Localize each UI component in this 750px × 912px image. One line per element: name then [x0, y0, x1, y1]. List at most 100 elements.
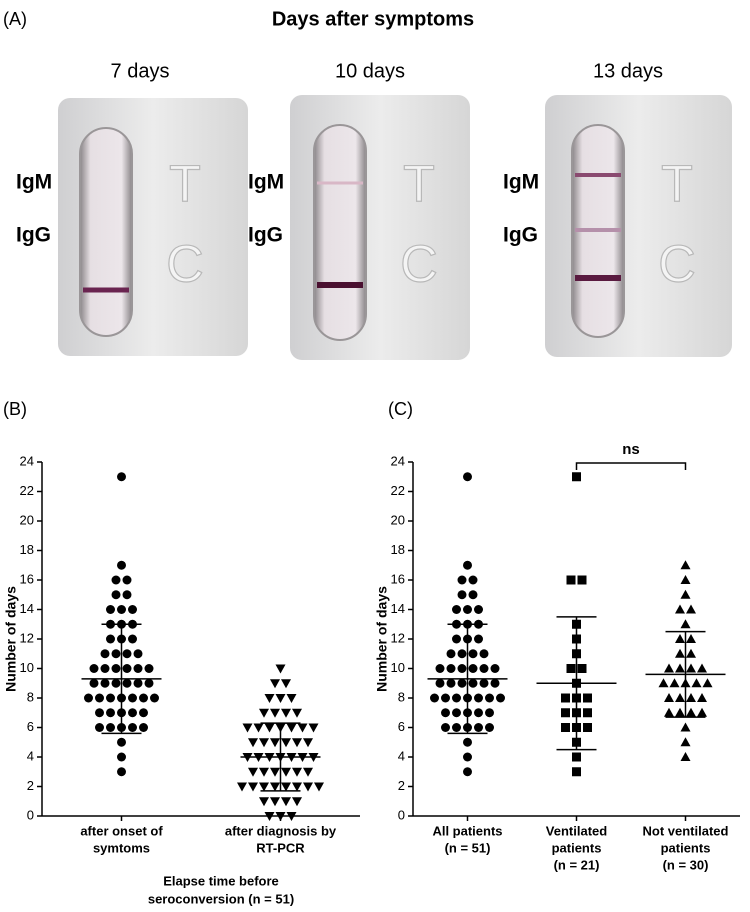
dot [275, 812, 286, 821]
dot [664, 707, 674, 717]
dot [675, 634, 685, 643]
dot [286, 812, 297, 821]
dot [144, 678, 154, 688]
dot [680, 619, 691, 629]
dot [697, 693, 707, 702]
x-tick-label: patients [552, 840, 602, 855]
x-tick-label: (n = 30) [663, 857, 709, 872]
t-mark: T [661, 156, 693, 214]
x-tick-label: All patients [432, 823, 502, 838]
dot [697, 663, 707, 673]
dot [686, 604, 696, 614]
day-label: 10 days [335, 60, 405, 82]
dot [457, 664, 467, 673]
dot [669, 678, 680, 688]
dot [106, 693, 115, 703]
dot [583, 723, 592, 732]
dot [139, 708, 148, 718]
dot [128, 634, 137, 644]
ns-bracket [575, 462, 687, 470]
y-tick-label: 10 [20, 660, 34, 675]
y-tick-label: 18 [20, 542, 34, 557]
x-tick-label: after diagnosis by [225, 823, 337, 838]
dot [479, 678, 489, 688]
dot [441, 708, 450, 718]
dot [303, 782, 313, 792]
y-tick-label: 12 [391, 630, 405, 645]
x-tick-label: patients [661, 840, 711, 855]
dot [457, 678, 467, 688]
dot [128, 693, 137, 703]
y-tick-label: 8 [398, 689, 405, 704]
dot [270, 708, 280, 718]
dot [264, 694, 275, 703]
dot [664, 693, 674, 702]
y-tick-label: 14 [391, 601, 405, 616]
dot [479, 649, 489, 659]
dot [702, 678, 713, 688]
dot [463, 605, 472, 614]
dot [680, 722, 691, 732]
dot [496, 693, 505, 703]
dot [237, 782, 247, 792]
x-tick-label: (n = 51) [445, 840, 491, 855]
dot [435, 664, 445, 673]
dot [106, 723, 115, 732]
dot [566, 664, 576, 673]
y-tick-label: 12 [20, 630, 34, 645]
y-tick-label: 22 [391, 483, 405, 498]
dot [457, 575, 467, 585]
dot [441, 723, 450, 732]
y-tick-label: 20 [391, 512, 405, 527]
dot [675, 707, 685, 717]
dot [680, 737, 691, 747]
dot [297, 723, 308, 733]
dot [100, 664, 110, 673]
test-line [83, 287, 129, 293]
dot [117, 560, 126, 570]
dot [281, 797, 291, 807]
dot [561, 693, 570, 703]
dot [468, 590, 478, 600]
igg-label: IgG [503, 224, 538, 247]
dot [248, 782, 258, 792]
x-tick-label: (n = 21) [554, 857, 600, 872]
dot [485, 693, 494, 703]
igg-label: IgG [16, 224, 51, 247]
y-tick-label: 16 [20, 571, 34, 586]
dot [95, 723, 104, 732]
t-mark: T [403, 156, 435, 214]
dot [95, 693, 104, 703]
dot [106, 634, 115, 644]
dot [111, 649, 121, 659]
dot [270, 782, 280, 792]
dot [452, 693, 461, 703]
dot [144, 664, 154, 673]
dot [686, 634, 696, 643]
dot [111, 664, 121, 673]
dot [248, 767, 258, 777]
dot [675, 604, 685, 614]
dot [248, 738, 258, 748]
day-label: 13 days [593, 60, 663, 82]
dot [100, 649, 110, 659]
dot [474, 634, 483, 644]
dot [259, 782, 269, 792]
window [313, 124, 367, 341]
dot [463, 737, 472, 747]
y-tick-label: 4 [27, 748, 34, 763]
dot [100, 678, 110, 688]
y-tick-label: 10 [391, 660, 405, 675]
test-line [575, 275, 621, 281]
x-tick-label: after onset of [80, 823, 163, 838]
dot [303, 767, 313, 777]
dot [468, 575, 478, 585]
dot [117, 605, 126, 614]
dot [259, 797, 269, 807]
dot [286, 694, 297, 703]
dot [122, 590, 132, 600]
dot [697, 707, 707, 717]
dot [457, 649, 467, 659]
igm-label: IgM [16, 171, 52, 194]
